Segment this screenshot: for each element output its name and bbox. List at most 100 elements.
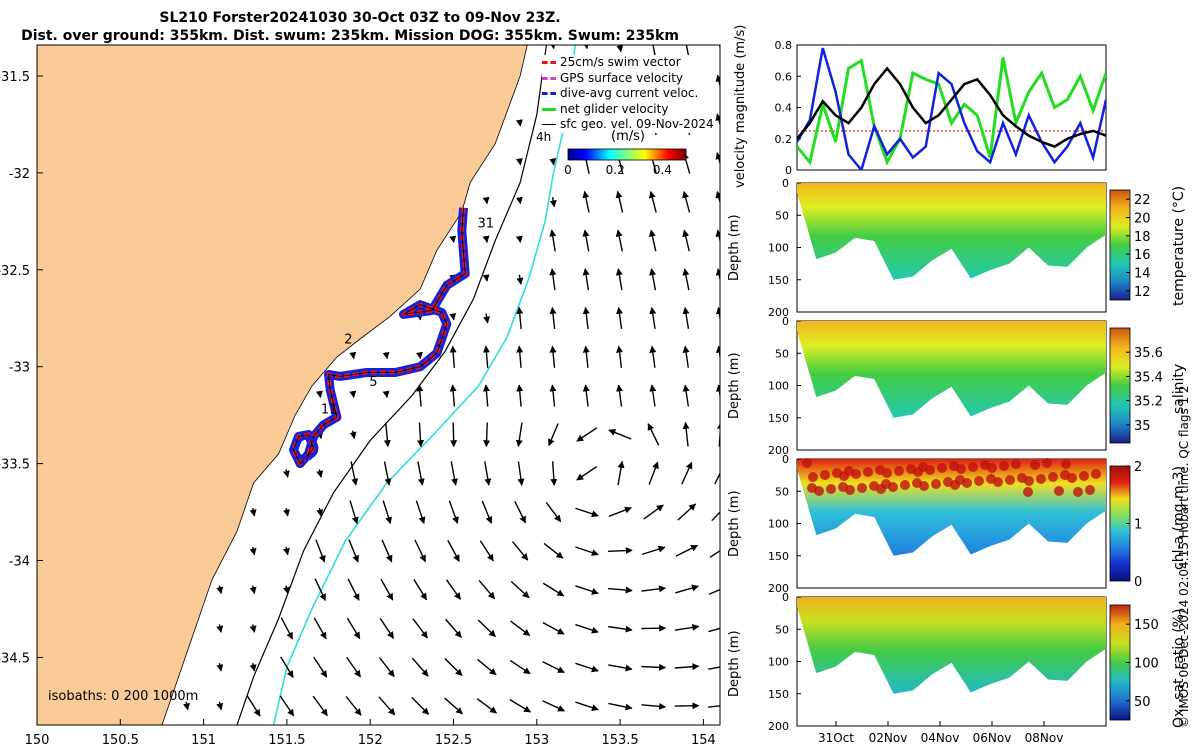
hour-label: 4h: [536, 130, 552, 144]
velocity-arrow: [509, 659, 531, 675]
section-ytick-label: 50: [775, 209, 789, 222]
day-label: 5: [369, 375, 377, 390]
chl-surface-patch: [875, 465, 885, 475]
velocity-arrow: [682, 229, 690, 252]
velocity-arrow: [349, 430, 357, 440]
chl-surface-patch: [1005, 475, 1015, 485]
section-ytick-label: 200: [768, 306, 789, 319]
section-ytick-label: 0: [782, 453, 789, 466]
velocity-arrow: [510, 581, 530, 599]
velocity-arrow: [282, 546, 290, 556]
section-ytick-label: 50: [775, 347, 789, 360]
velocity-arrow: [412, 618, 428, 639]
velocity-arrow: [648, 461, 659, 485]
chl-surface-patch: [832, 468, 842, 478]
section-ytick-label: 150: [768, 274, 789, 287]
chl-surface-patch: [1036, 474, 1046, 484]
velocity-arrow: [444, 697, 464, 715]
colorbar-unit-label: (m/s): [611, 129, 645, 144]
velocity-arrow: [477, 619, 496, 638]
map-xtick-label: 153.5: [601, 733, 638, 748]
velocity-arrow: [515, 235, 523, 243]
velocity-arrow: [249, 624, 257, 633]
cbar-tick-label: 14: [1134, 267, 1151, 282]
velocity-arrow: [346, 617, 361, 640]
velocity-arrow: [515, 157, 523, 166]
velocity-arrow: [575, 623, 599, 634]
velocity-arrow: [216, 585, 224, 595]
velocity-arrow: [411, 657, 429, 677]
velocity-arrow: [516, 345, 524, 368]
legend-label: net glider velocity: [560, 101, 669, 116]
chl-surface-patch: [949, 461, 959, 471]
map-ytick-label: -32: [9, 167, 30, 182]
velocity-arrow: [313, 656, 328, 678]
velocity-arrow: [449, 313, 457, 321]
velocity-arrow: [515, 422, 523, 448]
velocity-arrow: [379, 617, 395, 639]
chl-surface-patch: [1042, 458, 1052, 468]
time-xtick-label: 06Nov: [973, 731, 1012, 745]
velocity-arrow: [682, 190, 691, 213]
section-ytick-label: 100: [768, 656, 789, 669]
velocity-arrow: [616, 384, 623, 407]
chl-surface-patch: [1011, 459, 1021, 469]
day-label: 11: [321, 402, 338, 417]
section-ytick-label: 0: [782, 177, 789, 190]
temp-depth-label: Depth (m): [727, 214, 742, 281]
velocity-arrow: [549, 345, 557, 368]
velocity-arrow: [511, 541, 529, 561]
glider-track-line: [293, 207, 466, 465]
velocity-arrow: [715, 113, 720, 127]
chl-surface-patch: [894, 466, 904, 476]
map-ytick-label: -34.5: [0, 651, 30, 666]
chl-surface-patch: [802, 458, 812, 468]
velocity-arrow: [445, 579, 462, 600]
velocity-arrow: [282, 469, 290, 478]
velocity-arrow: [280, 656, 294, 678]
velocity-arrow: [312, 695, 328, 717]
velocity-arrow: [476, 698, 498, 714]
velocity-arrow: [575, 662, 599, 673]
velocity-arrow: [249, 507, 257, 517]
map-xtick-label: 150.5: [102, 733, 139, 748]
velocity-arrow: [450, 422, 458, 448]
velocity-arrow: [575, 507, 599, 518]
velocity-ytick-label: 0.6: [775, 70, 793, 83]
velocity-arrow: [483, 422, 491, 448]
velocity-arrow: [542, 700, 565, 712]
velocity-arrow: [674, 663, 700, 671]
cbar-tick-label: 100: [1134, 657, 1159, 672]
legend-entry-geo: sfc geo. vel. 09-Nov-2024: [542, 117, 714, 133]
chart-subtitle: Dist. over ground: 355km. Dist. swum: 23…: [21, 28, 679, 44]
velocity-arrow: [517, 461, 525, 486]
section-ytick-label: 50: [775, 485, 789, 498]
velocity-arrow: [575, 546, 599, 556]
time-xtick-label: 02Nov: [869, 731, 908, 745]
legend-label: GPS surface velocity: [560, 70, 684, 85]
section-colorbar: [1109, 327, 1131, 444]
time-xtick-label: 31Oct: [818, 731, 854, 745]
chl-surface-patch: [1061, 459, 1071, 469]
cbar-tick-label: 150: [1134, 618, 1159, 633]
day-label: 2: [344, 333, 352, 348]
velocity-arrow: [481, 500, 493, 524]
chl-surface-patch: [1060, 470, 1070, 480]
velocity-arrow: [482, 345, 490, 368]
velocity-arrow: [682, 268, 690, 291]
chl-surface-patch: [826, 484, 836, 494]
velocity-arrow: [682, 345, 690, 368]
chl-surface-patch: [931, 479, 941, 489]
velocity-arrow: [514, 500, 527, 524]
section-ytick-label: 200: [768, 720, 789, 733]
chl-surface-patch: [986, 474, 996, 484]
chl-surface-patch: [838, 482, 848, 492]
cbar-tick-label: 20: [1134, 212, 1151, 227]
velocity-arrow: [649, 384, 657, 407]
map-xtick-label: 153: [524, 733, 549, 748]
velocity-ytick-label: 0.8: [775, 39, 793, 52]
isobath-1000: [272, 45, 576, 725]
velocity-arrow: [249, 546, 257, 556]
velocity-arrow: [615, 190, 624, 213]
velocity-arrow: [542, 622, 565, 635]
